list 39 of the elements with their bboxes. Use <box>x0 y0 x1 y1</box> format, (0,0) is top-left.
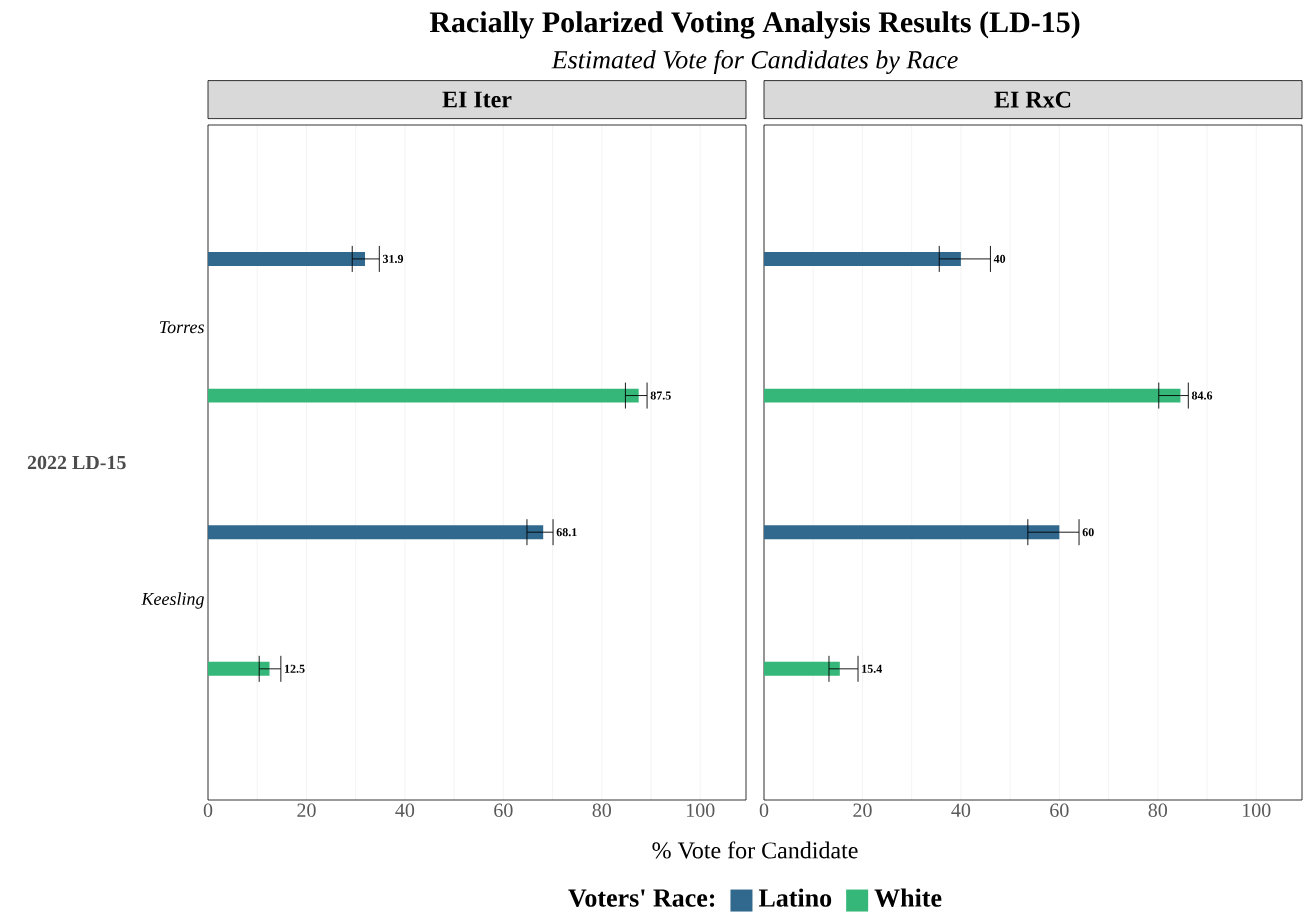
data-label: 15.4 <box>862 664 882 673</box>
bar <box>764 388 1181 403</box>
bar <box>764 251 961 266</box>
x-tick-label: 60 <box>494 803 513 818</box>
x-tick-label: 0 <box>759 803 769 818</box>
x-tick-label: 0 <box>203 803 213 818</box>
bar <box>764 661 840 676</box>
data-label: 60 <box>1082 528 1094 537</box>
x-axis-title: % Vote for Candidate <box>652 841 858 859</box>
bar <box>208 251 366 266</box>
x-tick-label: 20 <box>853 803 872 818</box>
data-label: 87.5 <box>650 391 671 400</box>
x-tick-label: 100 <box>1242 803 1271 818</box>
x-tick-label: 100 <box>686 803 715 818</box>
x-tick-label: 80 <box>1148 803 1168 818</box>
x-tick-label: 20 <box>297 803 316 818</box>
x-tick-label: 40 <box>951 803 971 818</box>
chart-title: EI RxC <box>994 91 1071 108</box>
y-tick-label: Keesling <box>141 592 204 609</box>
text: Estimated Vote for Candidates by Race <box>551 50 958 74</box>
y-tick-label: Torres <box>159 321 204 334</box>
data-label: 31.9 <box>382 254 404 263</box>
data-label: 40 <box>993 254 1006 263</box>
bar <box>208 661 270 676</box>
x-tick-label: 60 <box>1050 803 1069 818</box>
data-label: 68.1 <box>556 528 577 537</box>
bar <box>208 525 544 540</box>
bar <box>208 388 639 403</box>
x-tick-label: 40 <box>395 803 415 818</box>
text: Racially Polarized Voting Analysis Results (LD-15) <box>429 11 1080 39</box>
bar <box>764 525 1060 540</box>
legend-title: Voters' Race: <box>568 889 715 907</box>
data-label: 12.5 <box>285 664 305 673</box>
legend-label: White <box>874 888 942 907</box>
y-axis-title: 2022 LD-15 <box>27 455 126 470</box>
chart-title: EI Iter <box>442 91 512 108</box>
data-label: 84.6 <box>1191 391 1213 400</box>
legend-label: Latino <box>758 888 832 907</box>
x-tick-label: 80 <box>592 803 612 818</box>
